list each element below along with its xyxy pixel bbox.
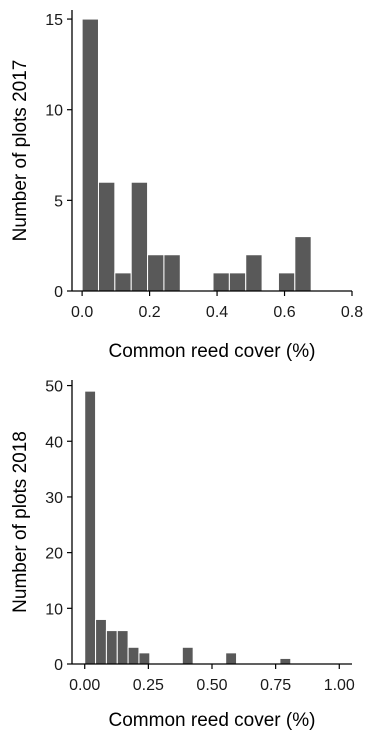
y-tick-label-2018-2: 20 — [45, 546, 63, 563]
x-ticks-2018: 0.00 0.25 0.50 0.75 1.00 — [69, 664, 355, 694]
y-tick-label-2017-3: 15 — [45, 12, 63, 29]
y-tick-label-2018-5: 50 — [45, 379, 63, 396]
y-tick-label-2018-4: 40 — [45, 434, 63, 451]
histogram-bar-2018-0 — [84, 390, 97, 665]
histogram-bar-2018-1 — [95, 618, 107, 665]
x-tick-label-2018-1: 0.25 — [133, 677, 164, 694]
histogram-bar-2018-13 — [225, 652, 238, 665]
histogram-bar-2018-5 — [138, 652, 151, 665]
x-ticks-2017: 0.0 0.2 0.4 0.6 0.8 — [71, 291, 363, 321]
y-ticks-2017: 0 5 10 15 — [45, 12, 72, 301]
x-tick-label-2018-0: 0.00 — [69, 677, 100, 694]
y-axis-title-2017: Number of plots 2017 — [10, 60, 31, 242]
x-tick-label-2017-2: 0.4 — [206, 304, 228, 321]
histogram-2017: 0 5 10 15 0.0 0.2 0.4 0.6 0.8 Common reed cover… — [10, 10, 363, 362]
x-tick-label-2018-2: 0.50 — [196, 677, 227, 694]
x-tick-label-2018-3: 0.75 — [260, 677, 291, 694]
histogram-bar-2018-18 — [279, 657, 292, 665]
histogram-bar-2017-8 — [212, 272, 230, 292]
x-axis-title-2018: Common reed cover (%) — [109, 710, 316, 731]
histogram-bar-2017-3 — [130, 181, 149, 292]
histogram-bar-2018-2 — [105, 630, 118, 665]
x-tick-label-2018-4: 1.00 — [324, 677, 355, 694]
histogram-bar-2017-1 — [97, 181, 116, 292]
y-tick-label-2018-3: 30 — [45, 490, 63, 507]
y-axis-title-2018: Number of plots 2018 — [10, 431, 31, 613]
y-tick-label-2018-1: 10 — [45, 601, 63, 618]
y-tick-label-2017-0: 0 — [54, 284, 63, 301]
histogram-bar-2017-0 — [81, 18, 99, 292]
bars-2017 — [81, 18, 312, 292]
histogram-bar-2018-3 — [116, 630, 129, 665]
histogram-bar-2017-13 — [294, 236, 312, 292]
histogram-bar-2018-9 — [181, 646, 194, 665]
x-tick-label-2017-4: 0.8 — [341, 304, 363, 321]
histogram-bar-2017-9 — [228, 272, 247, 292]
histogram-2018: 0 10 20 30 40 50 0.00 0.25 0.50 0.75 1.00 Common … — [10, 379, 355, 731]
y-tick-label-2017-2: 10 — [45, 103, 63, 120]
y-ticks-2018: 0 10 20 30 40 50 — [45, 379, 72, 674]
histogram-bar-2017-2 — [114, 272, 132, 292]
histogram-bar-2018-4 — [127, 646, 140, 665]
histogram-bar-2017-10 — [245, 254, 263, 292]
x-tick-label-2017-0: 0.0 — [71, 304, 93, 321]
histogram-bar-2017-4 — [147, 254, 165, 292]
histogram-bar-2017-12 — [277, 272, 296, 292]
x-axis-title-2017: Common reed cover (%) — [109, 341, 316, 362]
histogram-bar-2017-5 — [163, 254, 181, 292]
y-tick-label-2017-1: 5 — [54, 193, 63, 210]
y-tick-label-2018-0: 0 — [54, 657, 63, 674]
x-tick-label-2017-3: 0.6 — [273, 304, 295, 321]
bars-2018 — [84, 390, 292, 665]
x-tick-label-2017-1: 0.2 — [138, 304, 160, 321]
